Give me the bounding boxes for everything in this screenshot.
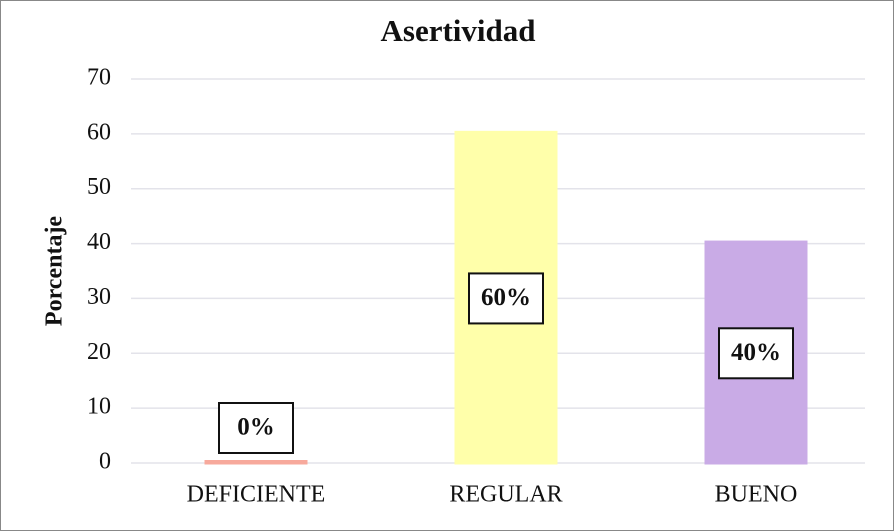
y-tick-label: 20 [87, 339, 111, 365]
x-tick-label: BUENO [715, 482, 798, 508]
chart-title: Asertividad [381, 13, 536, 48]
y-tick-label: 0 [99, 449, 111, 475]
bar [204, 460, 308, 465]
y-axis-label: Porcentaje [42, 216, 68, 327]
y-tick-label: 10 [87, 394, 111, 420]
value-label: 60% [481, 284, 531, 311]
y-tick-label: 40 [87, 229, 111, 255]
value-label-box [468, 272, 544, 325]
value-label-box [718, 327, 794, 380]
x-tick-label: DEFICIENTE [187, 482, 326, 508]
y-tick-label: 50 [87, 174, 111, 200]
value-label: 40% [731, 339, 781, 366]
y-tick-label: 60 [87, 119, 111, 145]
value-label-box [218, 402, 294, 454]
x-tick-label: REGULAR [449, 482, 562, 508]
y-tick-label: 70 [87, 65, 111, 91]
value-label: 0% [237, 414, 275, 441]
y-tick-label: 30 [87, 284, 111, 310]
